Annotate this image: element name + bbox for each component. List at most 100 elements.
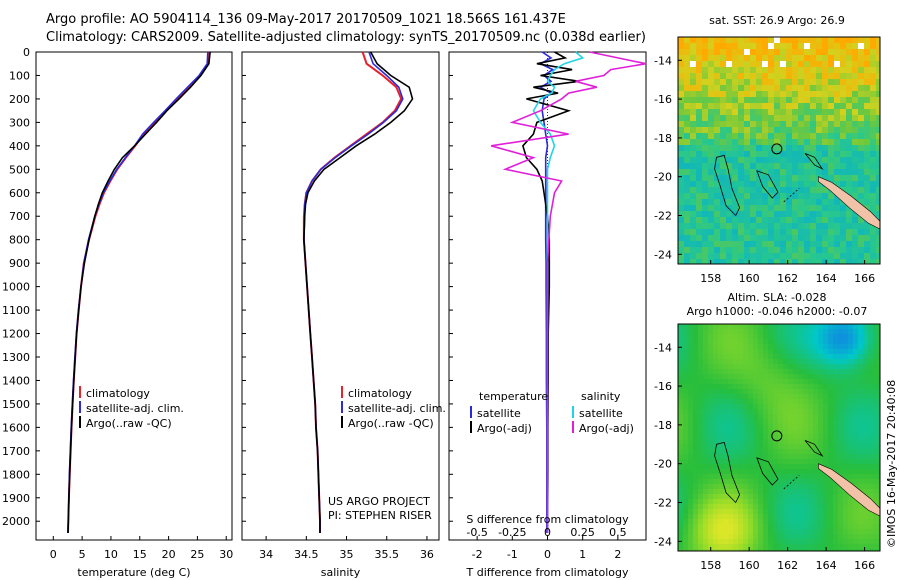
sst-cell <box>870 247 877 254</box>
sst-cell <box>864 157 871 164</box>
sst-cell <box>762 139 769 146</box>
sst-cell <box>870 97 877 104</box>
sla-cell <box>783 494 789 500</box>
sla-cell <box>823 394 829 400</box>
sst-cell <box>690 55 697 62</box>
sst-cell <box>678 175 685 182</box>
sla-cell <box>858 414 864 420</box>
sla-cell <box>753 544 759 550</box>
sla-cell <box>873 409 879 415</box>
sla-cell <box>793 364 799 370</box>
sst-cell <box>684 247 691 254</box>
sst-cell <box>822 97 829 104</box>
sla-cell <box>773 514 779 520</box>
sla-cell <box>763 549 769 551</box>
sst-cell <box>762 115 769 122</box>
sst-cell <box>690 193 697 200</box>
sla-cell <box>813 334 819 340</box>
sla-cell <box>793 429 799 435</box>
sla-cell <box>738 474 744 480</box>
sla-cell <box>763 354 769 360</box>
sla-cell <box>703 494 709 500</box>
sla-cell <box>728 464 734 470</box>
sla-cell <box>683 364 689 370</box>
sst-cell <box>744 193 751 200</box>
sla-cell <box>853 434 859 440</box>
sla-cell <box>873 354 879 360</box>
sst-cell <box>720 109 727 116</box>
sst-cell <box>690 61 697 68</box>
sla-cell <box>798 549 804 551</box>
sst-cell <box>852 247 859 254</box>
sla-cell <box>778 354 784 360</box>
sla-cell <box>783 419 789 425</box>
sst-cell <box>864 223 871 230</box>
sst-cell <box>690 115 697 122</box>
sst-cell <box>870 199 877 206</box>
sst-cell <box>810 187 817 194</box>
sla-cell <box>678 369 684 375</box>
sst-cell <box>822 61 829 68</box>
sst-cell <box>708 181 715 188</box>
sst-cell <box>786 151 793 158</box>
sst-cell <box>738 181 745 188</box>
sla-cell <box>813 449 819 455</box>
sla-cell <box>818 524 824 530</box>
sla-cell <box>688 439 694 445</box>
sla-cell <box>793 459 799 465</box>
sla-cell <box>848 364 854 370</box>
sst-cell <box>864 139 871 146</box>
sla-cell <box>823 324 829 330</box>
sla-cell <box>808 479 814 485</box>
sst-cell <box>852 217 859 224</box>
sst-cell <box>696 109 703 116</box>
sla-cell <box>778 424 784 430</box>
sla-cell <box>788 454 794 460</box>
y-tick-label: -24 <box>654 248 672 261</box>
sla-cell <box>853 509 859 515</box>
sla-cell <box>858 449 864 455</box>
sla-cell <box>678 389 684 395</box>
sla-cell <box>878 499 880 505</box>
sst-cell <box>738 139 745 146</box>
sla-cell <box>803 494 809 500</box>
sst-cell <box>852 97 859 104</box>
sst-cell <box>822 37 829 44</box>
sst-cell <box>828 211 835 218</box>
sla-cell <box>868 429 874 435</box>
sla-cell <box>738 539 744 545</box>
sla-cell <box>723 394 729 400</box>
sla-cell <box>688 479 694 485</box>
sst-cell <box>714 253 721 260</box>
sla-cell <box>773 359 779 365</box>
sla-cell <box>698 429 704 435</box>
sst-cell <box>870 241 877 248</box>
legend-entry: Argo(..raw -QC) <box>348 417 434 430</box>
sla-cell <box>798 499 804 505</box>
x-tick-label: 5 <box>79 548 86 561</box>
sla-cell <box>803 329 809 335</box>
y-tick-label: 1500 <box>2 398 30 411</box>
sla-cell <box>863 354 869 360</box>
sla-cell <box>783 404 789 410</box>
sst-cell <box>708 229 715 236</box>
sst-cell <box>834 241 841 248</box>
sla-cell <box>783 499 789 505</box>
sla-cell <box>728 439 734 445</box>
sla-cell <box>873 374 879 380</box>
sla-cell <box>873 519 879 525</box>
sla-cell <box>738 509 744 515</box>
map-frame <box>677 36 881 265</box>
sst-cell <box>732 223 739 230</box>
sst-cell <box>744 115 751 122</box>
sla-cell <box>723 384 729 390</box>
sla-cell <box>828 394 834 400</box>
sla-cell <box>813 534 819 540</box>
sst-cell <box>750 91 757 98</box>
sla-cell <box>713 439 719 445</box>
sla-cell <box>693 374 699 380</box>
sla-cell <box>703 459 709 465</box>
sla-cell <box>798 334 804 340</box>
sst-cell <box>738 169 745 176</box>
sla-cell <box>803 349 809 355</box>
